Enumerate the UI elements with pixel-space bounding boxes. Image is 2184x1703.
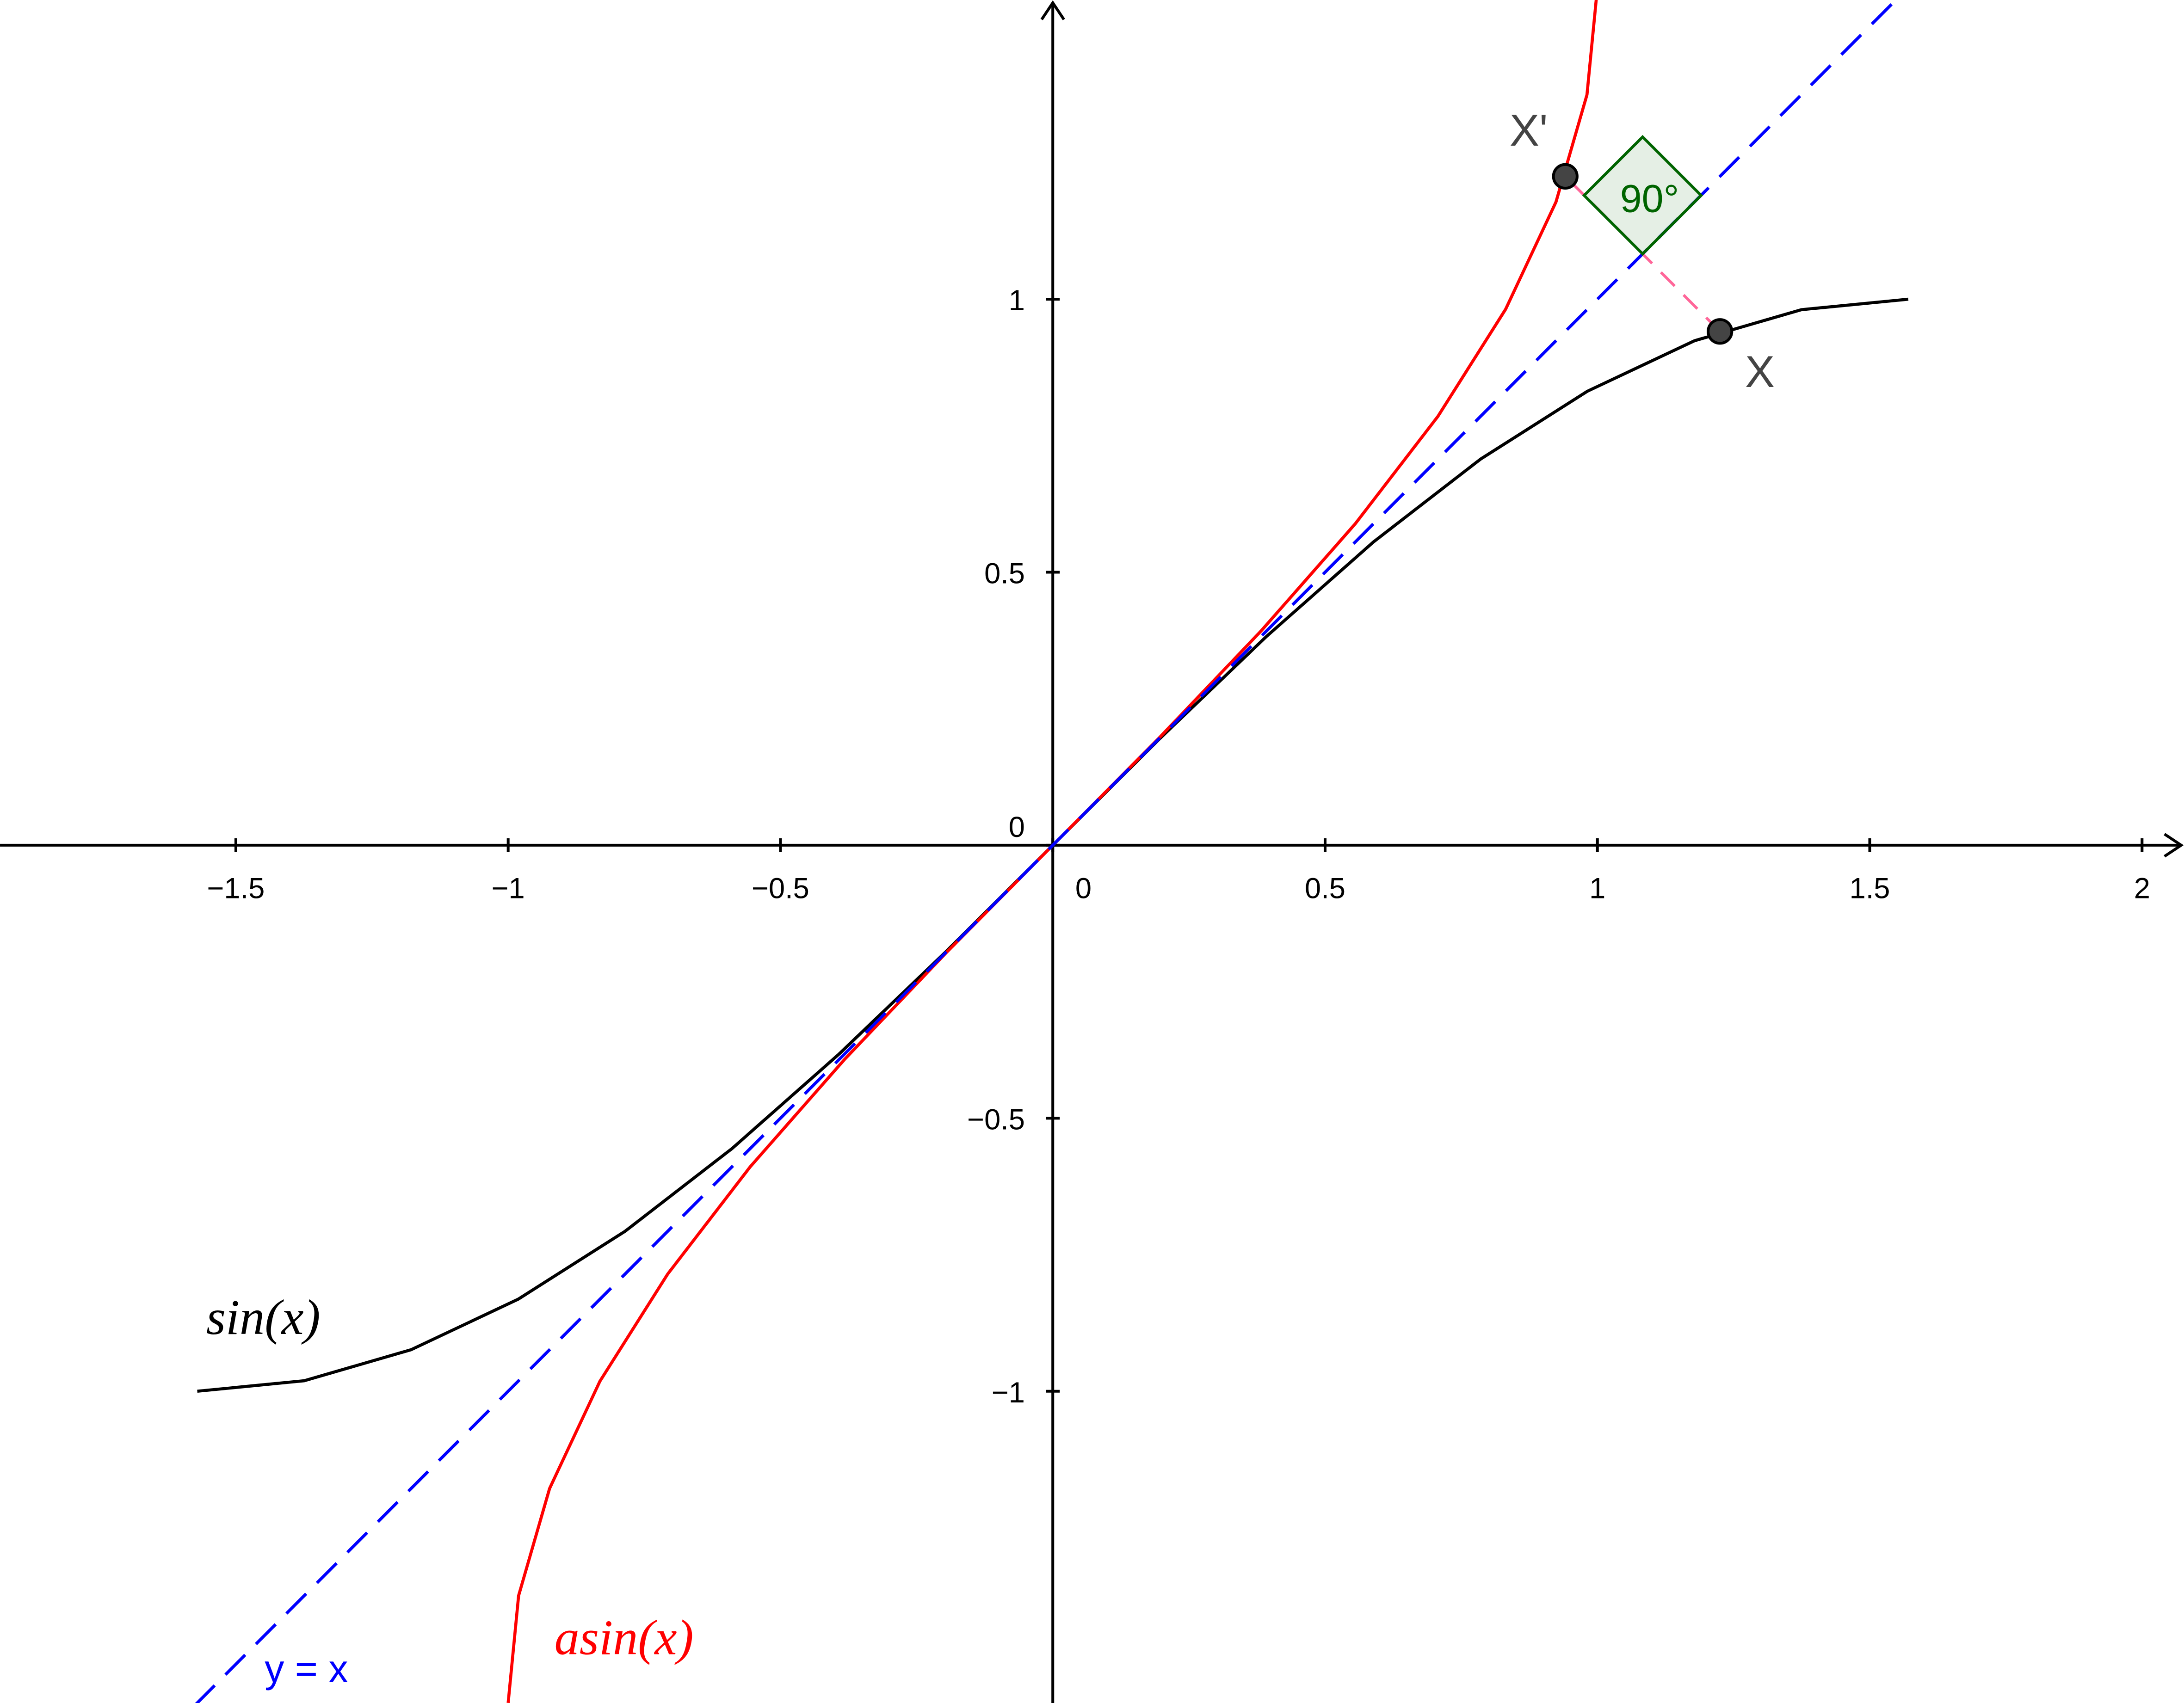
series-label: y = x: [265, 1647, 348, 1691]
right-angle-marker: [1582, 135, 1703, 256]
x-tick-label: −1: [492, 872, 525, 904]
x-tick-label: 0: [1075, 872, 1092, 904]
point: [1552, 163, 1579, 190]
point: [1707, 318, 1734, 345]
point-label: X: [1745, 347, 1775, 397]
x-tick-label: 1.5: [1850, 872, 1890, 904]
y-tick-label: 0.5: [984, 558, 1025, 590]
x-tick-label: −0.5: [752, 872, 809, 904]
angle-label: 90°: [1620, 177, 1679, 221]
y-tick-label: 0: [1009, 811, 1025, 843]
y-axis-arrow: [1040, 0, 1065, 20]
y-tick-label: 1: [1009, 284, 1025, 317]
x-tick-label: 1: [1589, 872, 1605, 904]
y-tick-label: −1: [992, 1377, 1025, 1409]
y-tick-label: −0.5: [967, 1103, 1025, 1136]
series-label: asin(x): [555, 1610, 694, 1666]
curve: [195, 0, 1898, 1703]
series-label: sin(x): [206, 1290, 321, 1345]
x-tick-label: 0.5: [1305, 872, 1345, 904]
x-tick-label: 2: [2134, 872, 2150, 904]
x-axis-arrow: [2164, 833, 2184, 858]
x-tick-label: −1.5: [207, 872, 265, 904]
point-label: X': [1510, 106, 1548, 155]
